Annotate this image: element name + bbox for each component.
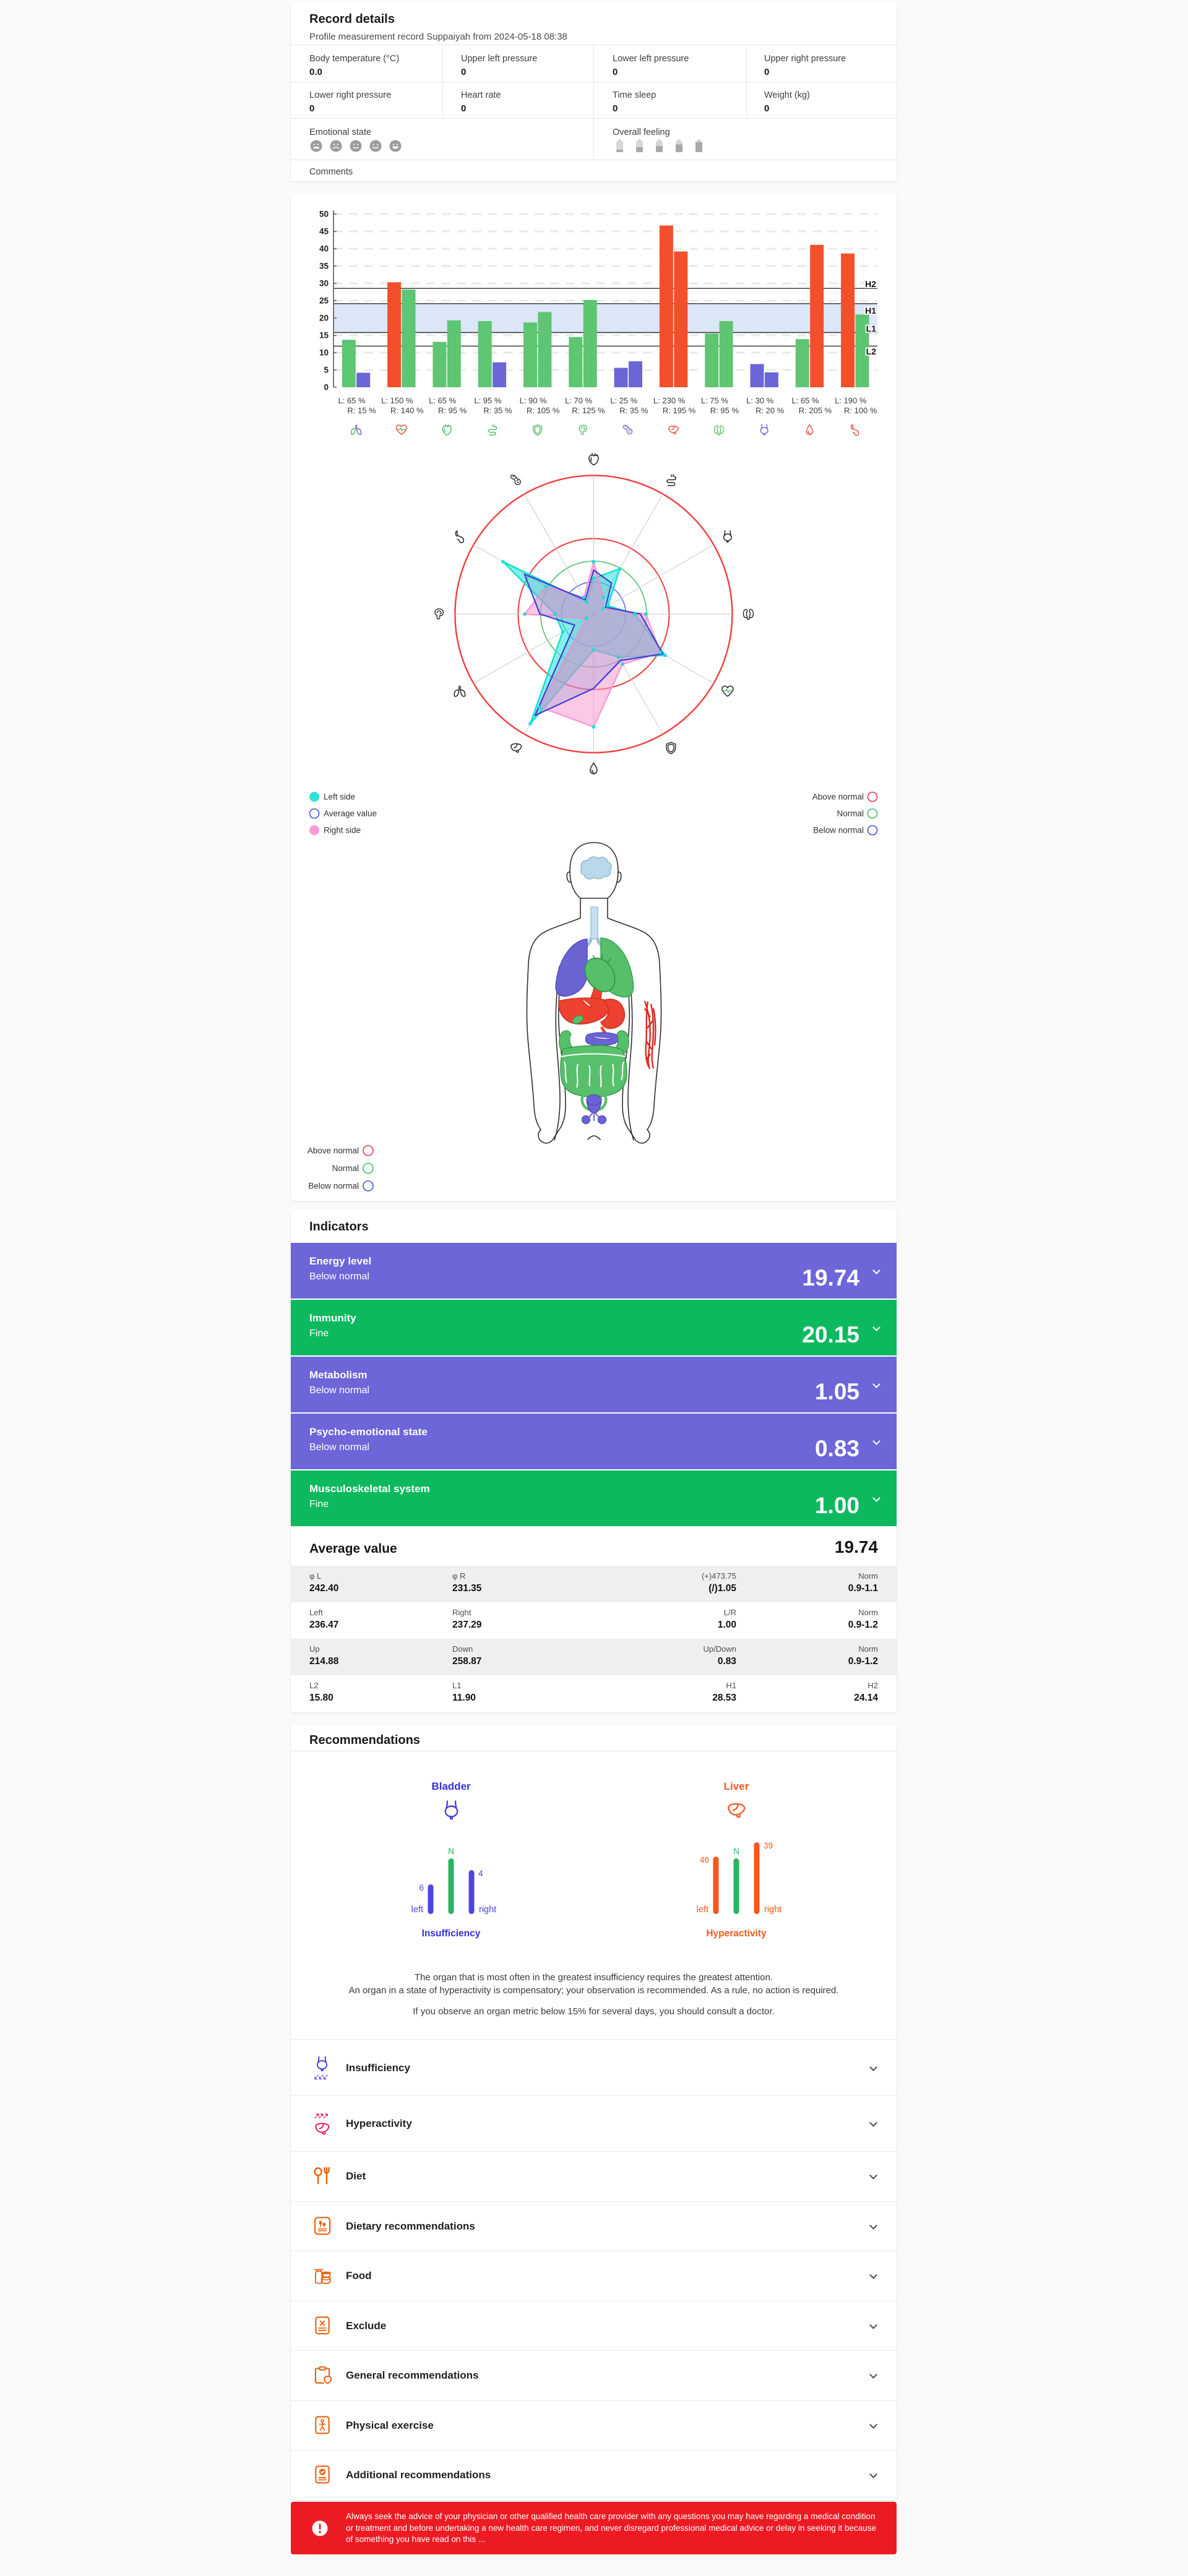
svg-text:right: right <box>764 1905 781 1915</box>
svg-text:L: 65 %: L: 65 % <box>791 396 819 405</box>
svg-text:Liver: Liver <box>724 1780 749 1792</box>
svg-text:39: 39 <box>764 1841 773 1850</box>
svg-text:Below normal: Below normal <box>813 826 864 835</box>
svg-text:5: 5 <box>324 366 329 375</box>
svg-text:R: 15 %: R: 15 % <box>347 406 376 415</box>
svg-text:20: 20 <box>319 314 329 323</box>
svg-text:N: N <box>448 1847 454 1856</box>
svg-text:H1: H1 <box>865 306 876 316</box>
svg-text:Above normal: Above normal <box>308 1146 359 1156</box>
svg-text:4: 4 <box>478 1869 483 1878</box>
svg-text:40: 40 <box>319 244 329 254</box>
svg-text:L: 70 %: L: 70 % <box>565 396 593 405</box>
svg-text:10: 10 <box>319 348 329 358</box>
svg-text:Average value: Average value <box>324 809 377 818</box>
svg-text:25: 25 <box>319 296 329 306</box>
svg-text:L: 230 %: L: 230 % <box>653 396 686 405</box>
svg-text:L1: L1 <box>866 324 877 333</box>
svg-text:L: 65 %: L: 65 % <box>429 396 457 405</box>
svg-text:L2: L2 <box>866 346 877 356</box>
svg-text:L: 75 %: L: 75 % <box>701 396 729 405</box>
svg-text:30: 30 <box>319 279 329 288</box>
svg-text:45: 45 <box>319 227 329 236</box>
svg-text:Normal: Normal <box>837 809 864 818</box>
svg-text:R: 105 %: R: 105 % <box>527 406 560 415</box>
svg-text:50: 50 <box>319 210 329 219</box>
svg-text:R: 205 %: R: 205 % <box>799 406 832 415</box>
svg-text:L: 30 %: L: 30 % <box>746 396 774 405</box>
svg-text:right: right <box>479 1905 496 1915</box>
svg-text:Hyperactivity: Hyperactivity <box>706 1928 767 1939</box>
svg-text:L: 190 %: L: 190 % <box>835 396 867 405</box>
svg-text:Right side: Right side <box>324 826 361 835</box>
svg-text:Above normal: Above normal <box>812 792 864 802</box>
svg-text:L: 25 %: L: 25 % <box>610 396 638 405</box>
svg-text:35: 35 <box>319 262 329 271</box>
svg-text:L: 90 %: L: 90 % <box>520 396 548 405</box>
svg-text:R: 35 %: R: 35 % <box>483 406 512 415</box>
svg-text:R: 195 %: R: 195 % <box>663 406 696 415</box>
svg-text:R: 125 %: R: 125 % <box>572 406 605 415</box>
svg-text:R: 20 %: R: 20 % <box>755 406 785 415</box>
svg-text:L: 150 %: L: 150 % <box>381 396 413 405</box>
svg-text:R: 95 %: R: 95 % <box>710 406 739 415</box>
svg-text:R: 100 %: R: 100 % <box>844 406 877 415</box>
svg-text:left: left <box>697 1905 708 1915</box>
svg-text:Left side: Left side <box>324 792 355 802</box>
svg-text:46: 46 <box>700 1855 709 1865</box>
svg-text:Normal: Normal <box>332 1164 359 1173</box>
svg-text:L: 65 %: L: 65 % <box>338 396 366 405</box>
svg-text:L: 95 %: L: 95 % <box>474 396 502 405</box>
svg-text:left: left <box>411 1905 423 1915</box>
svg-text:H2: H2 <box>865 279 876 289</box>
svg-text:6: 6 <box>419 1883 424 1892</box>
svg-text:Insufficiency: Insufficiency <box>422 1928 481 1939</box>
svg-text:Below normal: Below normal <box>308 1182 359 1191</box>
svg-text:R: 140 %: R: 140 % <box>390 406 424 415</box>
svg-text:N: N <box>733 1847 739 1856</box>
svg-text:Bladder: Bladder <box>431 1780 471 1792</box>
svg-text:15: 15 <box>319 331 329 340</box>
svg-text:R: 95 %: R: 95 % <box>438 406 467 415</box>
svg-text:R: 35 %: R: 35 % <box>619 406 648 415</box>
svg-text:0: 0 <box>324 383 329 392</box>
